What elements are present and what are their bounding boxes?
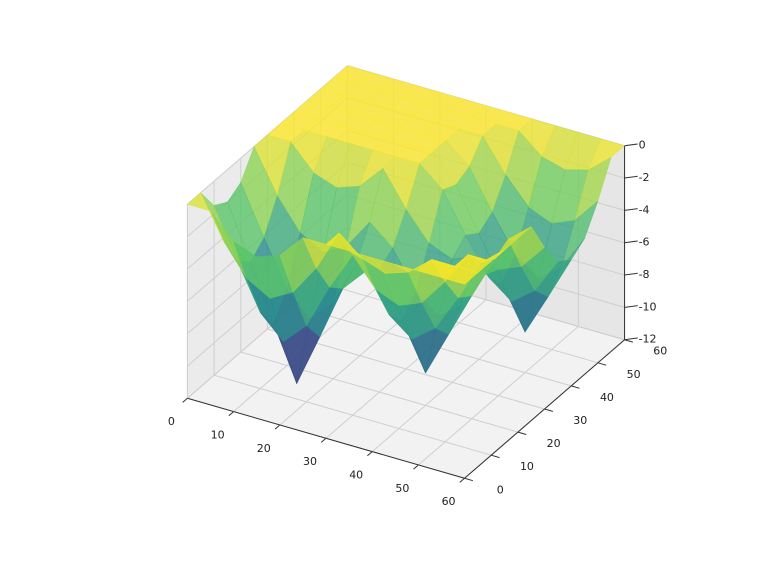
y-tick-label: 10 bbox=[520, 460, 534, 473]
z-tick-label: -10 bbox=[639, 300, 657, 313]
z-tick-label: -4 bbox=[639, 203, 650, 216]
surface-patch bbox=[187, 192, 225, 242]
z-tick-label: -8 bbox=[639, 268, 650, 281]
x-tick bbox=[274, 424, 281, 430]
y-tick-label: 0 bbox=[497, 483, 504, 496]
z-tick-label: -6 bbox=[639, 236, 650, 249]
x-tick-label: 20 bbox=[257, 442, 271, 455]
y-tick bbox=[571, 385, 580, 389]
x-tick bbox=[320, 437, 327, 443]
y-tick-label: 20 bbox=[547, 437, 561, 450]
y-tick-label: 40 bbox=[600, 391, 614, 404]
z-tick bbox=[624, 208, 638, 211]
y-tick bbox=[491, 454, 500, 459]
x-axis bbox=[187, 397, 465, 479]
x-tick-label: 10 bbox=[211, 428, 225, 441]
x-tick-label: 40 bbox=[349, 468, 363, 481]
z-tick bbox=[624, 175, 638, 179]
surface-patch bbox=[441, 265, 479, 285]
z-tick-label: -2 bbox=[639, 171, 650, 184]
z-tick bbox=[624, 143, 638, 147]
y-tick bbox=[624, 339, 634, 343]
x-tick-label: 50 bbox=[395, 482, 409, 495]
grid-line bbox=[213, 374, 492, 456]
x-tick bbox=[413, 464, 419, 470]
z-tick-label: -12 bbox=[639, 333, 657, 346]
y-tick bbox=[544, 408, 554, 412]
grid-line bbox=[320, 282, 599, 364]
y-tick-label: 50 bbox=[627, 368, 641, 381]
x-tick bbox=[367, 451, 373, 457]
x-tick-label: 30 bbox=[303, 455, 317, 468]
y-tick bbox=[464, 477, 474, 482]
y-tick bbox=[597, 362, 607, 366]
y-tick bbox=[517, 431, 527, 435]
y-tick-label: 60 bbox=[653, 345, 667, 358]
z-tick-label: 0 bbox=[639, 139, 646, 152]
z-tick bbox=[624, 272, 638, 276]
y-axis bbox=[464, 339, 625, 479]
x-tick bbox=[182, 397, 188, 403]
x-tick-label: 0 bbox=[168, 415, 175, 428]
x-tick bbox=[459, 477, 465, 483]
z-tick bbox=[624, 240, 638, 244]
y-tick-label: 30 bbox=[573, 414, 587, 427]
x-tick-label: 60 bbox=[442, 495, 456, 508]
grid-line bbox=[240, 351, 519, 433]
x-tick bbox=[228, 411, 234, 417]
z-tick bbox=[624, 337, 638, 341]
z-tick bbox=[624, 305, 638, 308]
